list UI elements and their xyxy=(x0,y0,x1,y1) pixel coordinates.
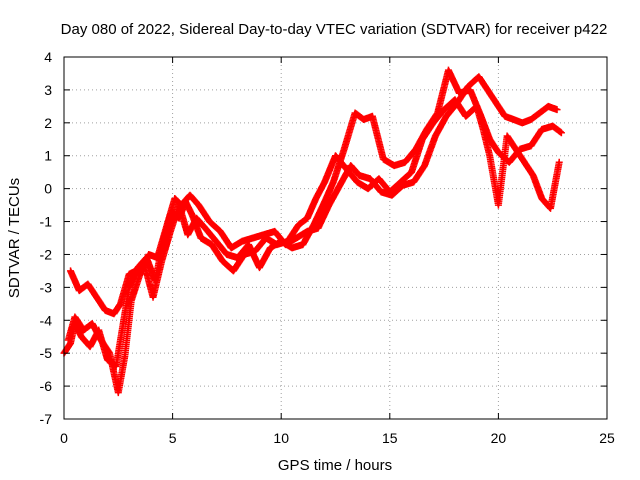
x-tick-label: 10 xyxy=(273,430,289,446)
plot-frame xyxy=(63,56,608,420)
y-axis-label: SDTVAR / TECUs xyxy=(6,178,23,298)
x-tick-label: 15 xyxy=(382,430,398,446)
y-tick-label: -5 xyxy=(40,345,53,361)
y-tick-label: 0 xyxy=(44,181,52,197)
y-tick-label: 2 xyxy=(44,115,52,131)
x-tick-label: 0 xyxy=(60,430,68,446)
x-tick-label: 25 xyxy=(599,430,615,446)
data-point xyxy=(557,129,565,137)
x-axis-label: GPS time / hours xyxy=(278,457,392,474)
y-tick-label: 1 xyxy=(44,148,52,164)
grid-lines xyxy=(64,57,607,419)
data-points xyxy=(60,66,565,397)
chart-title: Day 080 of 2022, Sidereal Day-to-day VTE… xyxy=(61,21,608,38)
x-tick-label: 20 xyxy=(491,430,507,446)
y-tick-label: 3 xyxy=(44,82,52,98)
y-tick-label: -6 xyxy=(40,378,53,394)
data-point xyxy=(553,106,561,114)
y-tick-label: -4 xyxy=(40,312,53,328)
y-tick-label: -2 xyxy=(40,246,53,262)
y-tick-label: 4 xyxy=(44,49,52,65)
axis-ticks xyxy=(63,56,608,420)
data-point xyxy=(555,158,563,166)
y-tick-label: -3 xyxy=(40,279,53,295)
y-tick-label: -7 xyxy=(40,411,53,427)
y-tick-label: -1 xyxy=(40,214,53,230)
x-tick-label: 5 xyxy=(169,430,177,446)
